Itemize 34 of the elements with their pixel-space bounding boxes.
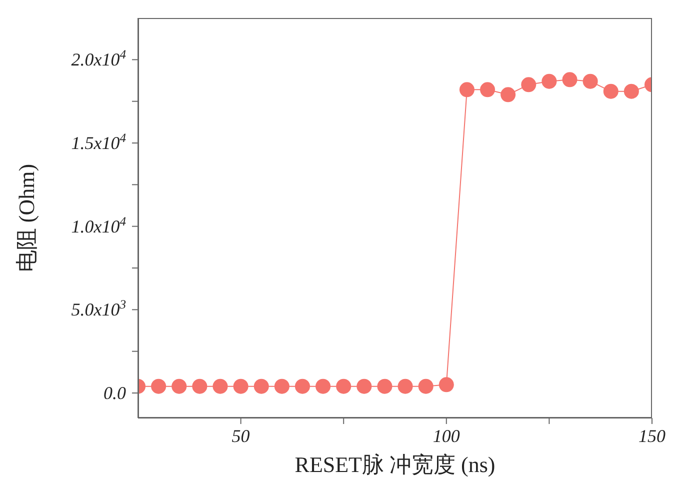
- point: [254, 378, 269, 394]
- point: [398, 378, 413, 394]
- point: [438, 377, 454, 392]
- point: [274, 378, 290, 394]
- point: [192, 378, 208, 394]
- point: [459, 82, 474, 98]
- y-tick-label: 1.0x10$^{4}$: [71, 214, 127, 236]
- point: [377, 378, 392, 394]
- point: [316, 378, 331, 394]
- point: [336, 378, 352, 394]
- point: [603, 84, 618, 99]
- point: [212, 378, 228, 394]
- point: [233, 378, 248, 394]
- point: [151, 378, 166, 394]
- point: [356, 378, 372, 394]
- point: [172, 378, 187, 394]
- y-tick-label: 2.0x10$^{4}$: [71, 48, 127, 70]
- y-axis-title: 电阻 (Ohm): [13, 164, 40, 272]
- point: [562, 72, 578, 88]
- x-tick-label: 150: [638, 426, 666, 446]
- point: [521, 77, 536, 92]
- point: [542, 74, 557, 89]
- point: [582, 74, 598, 89]
- x-tick-label: 100: [432, 426, 460, 446]
- y-tick-label: 0.0: [104, 383, 126, 403]
- y-tick-label: 1.5x10$^{4}$: [71, 131, 127, 153]
- point: [624, 84, 639, 99]
- x-tick-label: 50: [232, 426, 250, 446]
- point: [294, 378, 310, 394]
- x-axis-title: RESET脉 冲宽度 (ns): [294, 452, 496, 477]
- point: [418, 378, 434, 394]
- point: [480, 82, 496, 98]
- y-tick-label: 5.0x10$^{3}$: [71, 298, 126, 320]
- point: [500, 87, 516, 102]
